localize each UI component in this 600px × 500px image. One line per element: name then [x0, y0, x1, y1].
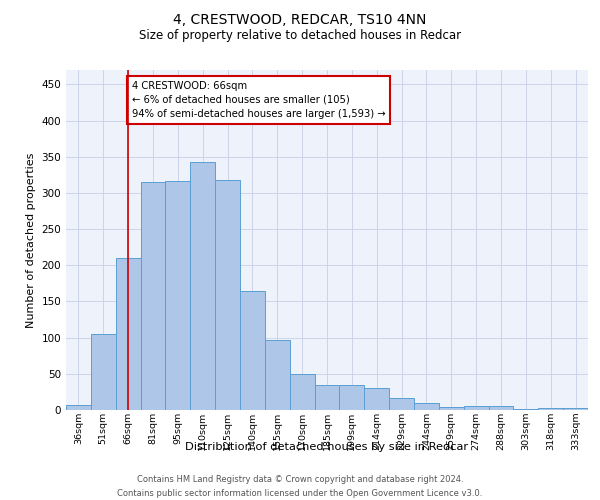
Bar [91, 334, 116, 410]
Bar [240, 290, 265, 410]
Y-axis label: Number of detached properties: Number of detached properties [26, 152, 36, 328]
Bar [563, 408, 588, 410]
Bar [66, 405, 91, 410]
Bar [464, 406, 488, 410]
Bar [265, 340, 290, 410]
Bar [364, 388, 389, 410]
Bar [140, 182, 166, 410]
Text: Size of property relative to detached houses in Redcar: Size of property relative to detached ho… [139, 29, 461, 42]
Text: 4 CRESTWOOD: 66sqm
← 6% of detached houses are smaller (105)
94% of semi-detache: 4 CRESTWOOD: 66sqm ← 6% of detached hous… [132, 81, 385, 119]
Text: Distribution of detached houses by size in Redcar: Distribution of detached houses by size … [185, 442, 469, 452]
Bar [166, 180, 190, 410]
Bar [215, 180, 240, 410]
Bar [290, 374, 314, 410]
Bar [538, 408, 563, 410]
Bar [488, 406, 514, 410]
Bar [439, 407, 464, 410]
Bar [314, 384, 340, 410]
Bar [116, 258, 140, 410]
Bar [190, 162, 215, 410]
Bar [340, 384, 364, 410]
Bar [414, 403, 439, 410]
Text: 4, CRESTWOOD, REDCAR, TS10 4NN: 4, CRESTWOOD, REDCAR, TS10 4NN [173, 12, 427, 26]
Text: Contains HM Land Registry data © Crown copyright and database right 2024.
Contai: Contains HM Land Registry data © Crown c… [118, 476, 482, 498]
Bar [389, 398, 414, 410]
